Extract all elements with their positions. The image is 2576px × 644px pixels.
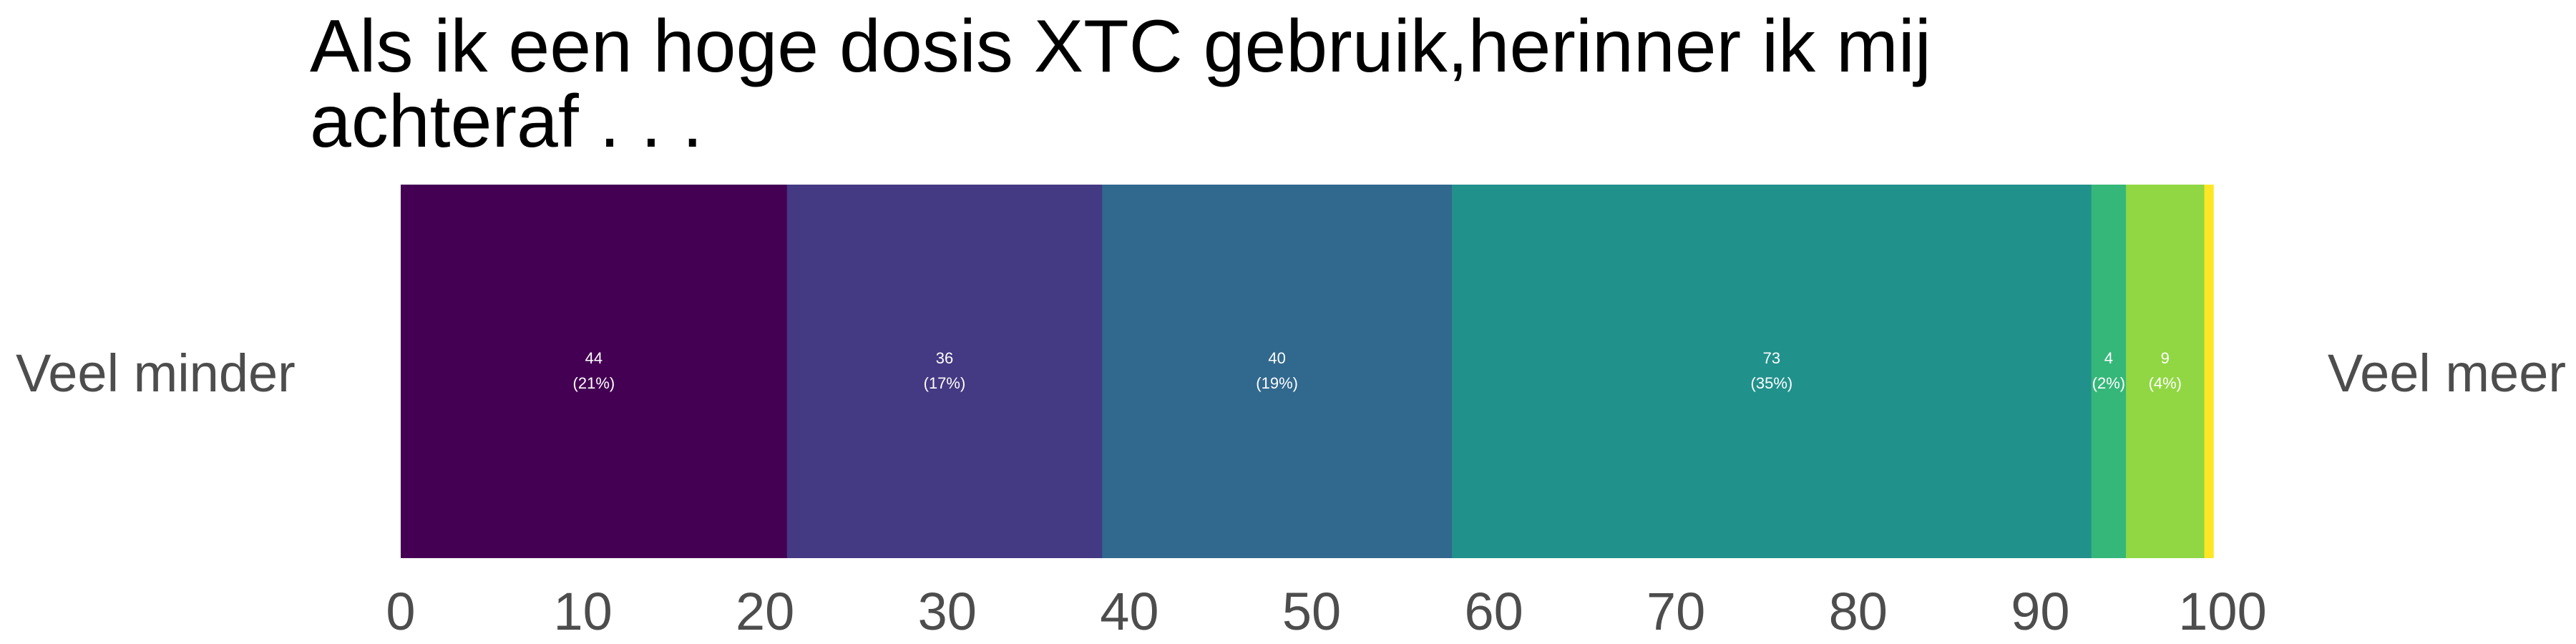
bar-count-label: 73 [1763, 349, 1780, 367]
bar-segments [401, 185, 2214, 558]
bar-count-label: 4 [2104, 349, 2113, 367]
bar-segment [2126, 185, 2205, 558]
bar-segment [786, 185, 1103, 558]
bar-percent-label: (4%) [2149, 374, 2182, 392]
bar-percent-label: (17%) [924, 374, 966, 392]
bar-percent-label: (35%) [1751, 374, 1793, 392]
x-tick-label: 40 [1100, 582, 1158, 641]
x-tick-label: 0 [386, 582, 415, 641]
x-tick-label: 20 [736, 582, 794, 641]
bar-segment [1102, 185, 1453, 558]
bar-count-label: 40 [1268, 349, 1285, 367]
x-axis-ticks: 0 10 20 30 40 50 60 70 80 90 100 [386, 582, 2266, 641]
bar-segment [2091, 185, 2127, 558]
bar-data-labels: 44 (21%) 36 (17%) 40 (19%) 73 (35%) 4 (2%) 9 (4%) [573, 349, 2182, 392]
x-tick-label: 90 [2011, 582, 2069, 641]
chart-title: Als ik een hoge dosis XTC gebruik,herinn… [310, 5, 1931, 163]
bar-segment [1452, 185, 2092, 558]
x-tick-label: 50 [1282, 582, 1341, 641]
x-tick-label: 80 [1829, 582, 1888, 641]
x-tick-label: 30 [918, 582, 977, 641]
right-scale-label: Veel meer [2328, 343, 2566, 403]
x-tick-label: 10 [553, 582, 612, 641]
left-scale-label: Veel minder [16, 343, 296, 403]
x-tick-label: 70 [1646, 582, 1705, 641]
bar-count-label: 36 [936, 349, 953, 367]
x-tick-label: 100 [2178, 582, 2266, 641]
chart-title-line-2: achteraf . . . [310, 80, 703, 163]
bar-percent-label: (21%) [573, 374, 615, 392]
bar-percent-label: (2%) [2092, 374, 2125, 392]
x-tick-label: 60 [1464, 582, 1523, 641]
bar-segment [401, 185, 788, 558]
bar-count-label: 44 [585, 349, 602, 367]
bar-count-label: 9 [2161, 349, 2170, 367]
chart-title-line-1: Als ik een hoge dosis XTC gebruik,herinn… [310, 5, 1931, 88]
bar-segment [2204, 185, 2214, 558]
bar-percent-label: (19%) [1256, 374, 1298, 392]
